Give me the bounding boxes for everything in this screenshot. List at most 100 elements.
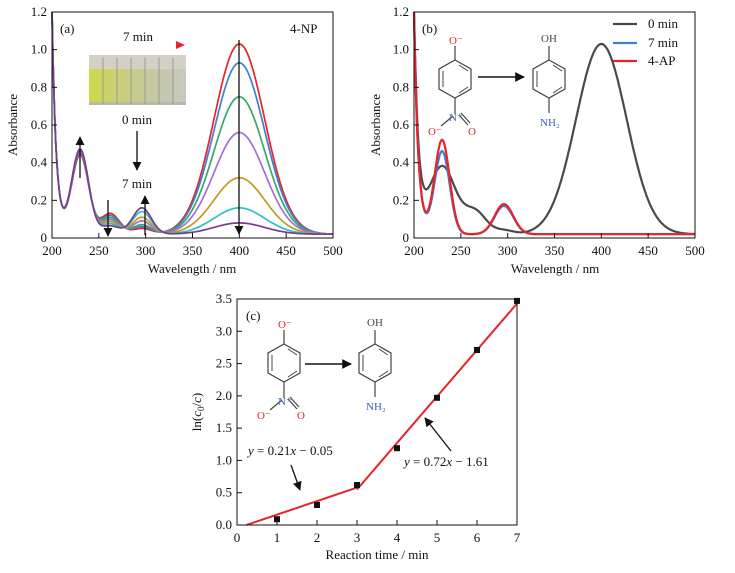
panel-a-y-tick-label: 0.8 (31, 79, 47, 94)
panel-b-y-tick-label: 0 (403, 230, 410, 245)
panel-b-label: (b) (422, 21, 437, 36)
panel-c-y-tick-label: 3.5 (216, 291, 232, 306)
panel-c-y-tick-label: 1.0 (216, 452, 232, 467)
fit-equation-2-arrow (424, 417, 452, 452)
panel-a-x-tick-label: 200 (42, 243, 62, 258)
panel-b-y-tick-label: 0.4 (393, 155, 410, 170)
panel-a-y-label: Absorbance (5, 94, 20, 156)
aminophenol-structure: OH NH₂ (532, 33, 566, 129)
c-o-minus-top: O⁻ (278, 319, 292, 331)
panel-c-fit-line (246, 486, 358, 526)
panel-b-x-tick-label: 300 (498, 243, 518, 258)
fit-equation-1-arrow (290, 464, 302, 491)
b-nh2: NH₂ (540, 117, 560, 129)
panel-c-y-tick-label: 2.0 (216, 388, 232, 403)
c-o-right: O (297, 410, 305, 422)
panel-b-x-tick-label: 350 (545, 243, 565, 258)
b-o-minus-left: O⁻ (428, 126, 442, 138)
panel-a-x-ticks: 200 250 300 350 400 450 500 (42, 233, 343, 258)
panel-a-x-tick-label: 400 (230, 243, 250, 258)
panel-a-y-tick-label: 0.4 (31, 155, 48, 170)
panel-b-y-tick-label: 1.2 (393, 4, 409, 19)
c-n-plus: N⁺ (278, 396, 292, 408)
panel-a-y-tick-label: 0.6 (31, 117, 48, 132)
panel-a: 200 250 300 350 400 450 500 0 0.2 0.4 0.6 0.8 1.0 1.… (5, 4, 343, 276)
panel-c: 0 1 2 3 4 5 6 7 0.0 0.5 1.0 1.5 2.0 2.5 3.0 3.5 Reacti… (189, 291, 521, 562)
panel-c-x-tick-label: 6 (474, 530, 481, 545)
legend-label-7min: 7 min (648, 35, 678, 50)
b-oh: OH (541, 33, 557, 45)
panel-c-x-ticks: 0 1 2 3 4 5 6 7 (234, 520, 521, 545)
panel-c-fit-lines (246, 302, 518, 526)
c-nh2: NH₂ (366, 401, 386, 413)
panel-c-y-tick-label: 3.0 (216, 323, 232, 338)
legend-label-4ap: 4-AP (648, 53, 675, 68)
panel-c-x-label: Reaction time / min (326, 547, 429, 562)
panel-c-data-point (394, 445, 400, 452)
panel-a-series-line (51, 11, 333, 236)
panel-b-x-tick-label: 450 (638, 243, 658, 258)
panel-c-x-tick-label: 0 (234, 530, 241, 545)
panel-c-x-tick-label: 2 (314, 530, 321, 545)
panel-b-y-tick-label: 1.0 (393, 42, 409, 57)
fit-equation-2: y = 0.72x − 1.61 (402, 454, 489, 469)
panel-a-x-tick-label: 450 (276, 243, 296, 258)
panel-b-y-tick-label: 0.2 (393, 192, 409, 207)
panel-b-y-ticks: 0 0.2 0.4 0.6 0.8 1.0 1.2 (393, 4, 419, 245)
b-o-minus-top: O⁻ (449, 35, 463, 47)
fit-equation-1: y = 0.21x − 0.05 (246, 443, 333, 458)
time-arrow-red-head (176, 41, 185, 49)
panel-b-x-tick-label: 250 (451, 243, 471, 258)
panel-c-y-tick-label: 0.5 (216, 485, 232, 500)
panel-c-data-point (474, 347, 480, 353)
panel-c-x-tick-label: 7 (514, 530, 521, 545)
panel-b-x-tick-label: 200 (404, 243, 424, 258)
panel-b-x-tick-label: 400 (592, 243, 612, 258)
panel-c-data-point (354, 482, 360, 488)
reaction-scheme-c: O⁻ N⁺ O O⁻ OH NH₂ (257, 317, 392, 422)
panel-c-label: (c) (246, 308, 260, 323)
panel-b-x-ticks: 200 250 300 350 400 450 500 (404, 233, 705, 258)
panel-b-series-line (412, 11, 695, 236)
b-o-right: O (468, 126, 476, 138)
nitrophenolate-structure-c: O⁻ N⁺ O O⁻ (257, 319, 305, 422)
legend-label-0min: 0 min (648, 16, 678, 31)
panel-c-data-point (434, 394, 440, 401)
panel-c-y-ticks: 0.0 0.5 1.0 1.5 2.0 2.5 3.0 3.5 (216, 291, 242, 532)
c-oh: OH (367, 317, 383, 329)
panel-c-data-point (314, 502, 320, 508)
panel-c-x-tick-label: 1 (274, 530, 281, 545)
panel-c-points (274, 297, 520, 523)
b-n-plus: N⁺ (449, 112, 463, 124)
panel-a-curves (51, 11, 334, 236)
panel-b-x-label: Wavelength / nm (511, 261, 600, 276)
panel-b-y-tick-label: 0.6 (393, 117, 410, 132)
panel-a-x-tick-label: 500 (323, 243, 343, 258)
c-o-minus-left: O⁻ (257, 410, 271, 422)
panel-b-y-tick-label: 0.8 (393, 79, 409, 94)
nitrophenolate-structure: O⁻ N⁺ O O⁻ (428, 35, 476, 138)
panel-c-y-tick-label: 1.5 (216, 420, 232, 435)
panel-c-x-tick-label: 3 (354, 530, 361, 545)
annotation-7min: 7 min (122, 176, 152, 191)
panel-a-x-label: Wavelength / nm (148, 261, 237, 276)
panel-b: 200 250 300 350 400 450 500 0 0.2 0.4 0.6 0.8 1.0 1.… (368, 4, 705, 276)
panel-c-y-label: ln(c0/c) (189, 393, 206, 431)
panel-a-y-ticks: 0 0.2 0.4 0.6 0.8 1.0 1.2 (31, 4, 57, 245)
aminophenol-structure-c: OH NH₂ (358, 317, 392, 413)
panel-c-x-tick-label: 4 (394, 530, 401, 545)
panel-a-label: (a) (60, 21, 74, 36)
panel-a-x-tick-label: 300 (136, 243, 156, 258)
panel-c-frame (236, 298, 518, 526)
time-arrow-label: 7 min (123, 29, 153, 44)
panel-a-y-tick-label: 0.2 (31, 192, 47, 207)
annotation-0min: 0 min (122, 112, 152, 127)
panel-a-4np-label: 4-NP (290, 21, 317, 36)
panel-c-x-tick-label: 5 (434, 530, 441, 545)
reaction-scheme-b: O⁻ N⁺ O O⁻ OH NH₂ (428, 33, 566, 138)
panel-b-y-label: Absorbance (368, 94, 383, 156)
panel-a-x-tick-label: 250 (89, 243, 109, 258)
panel-a-y-tick-label: 1.2 (31, 4, 47, 19)
panel-a-x-tick-label: 350 (183, 243, 203, 258)
